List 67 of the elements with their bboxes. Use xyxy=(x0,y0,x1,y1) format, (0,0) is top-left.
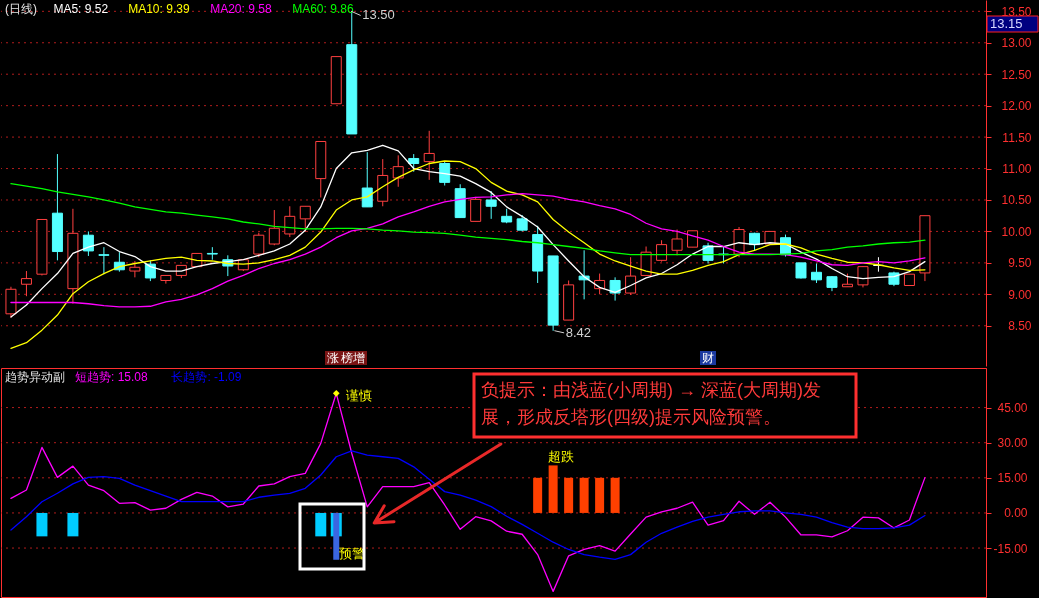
candlestick xyxy=(20,270,32,297)
bar xyxy=(548,465,558,513)
bar xyxy=(333,512,340,560)
candlestick xyxy=(82,230,94,257)
bar xyxy=(610,477,620,513)
candlestick xyxy=(578,249,590,300)
y-tick-label: 8.50 xyxy=(1008,319,1032,334)
chart-title: (日线) xyxy=(5,2,37,16)
y-tick-label: 9.50 xyxy=(1008,256,1032,271)
y-tick-label: 11.00 xyxy=(1002,162,1032,177)
annotation: 负提示：由浅蓝(小周期) → 深蓝(大周期)发展，形成反塔形(四级)提示风险预警。 xyxy=(481,380,821,427)
y-tick-label: 12.50 xyxy=(1001,67,1032,82)
candlestick xyxy=(470,196,482,222)
candlestick xyxy=(423,130,435,181)
y-tick-label: 13.00 xyxy=(1001,36,1032,51)
text: MA60: 9.86 xyxy=(292,2,354,16)
y-tick-label: 9.00 xyxy=(1008,287,1032,302)
text: 长趋势: -1.09 xyxy=(171,370,242,384)
y-tick-label: 11.50 xyxy=(1002,130,1032,145)
bar xyxy=(595,477,605,513)
annotation: 13.50 xyxy=(362,7,395,23)
bar xyxy=(67,512,79,537)
y-tick-label: 45.00 xyxy=(997,401,1028,416)
bar xyxy=(315,512,327,537)
candlestick xyxy=(299,205,311,233)
candlestick xyxy=(439,160,451,187)
candlestick xyxy=(253,232,265,258)
y-tick-label: -15.00 xyxy=(993,541,1028,556)
y-tick-label: 12.00 xyxy=(1001,99,1032,114)
candlestick xyxy=(640,246,652,276)
y-tick-label: 10.00 xyxy=(1001,224,1032,239)
candlestick xyxy=(392,154,404,188)
annotation: 财 xyxy=(702,351,714,365)
text: MA5: 9.52 xyxy=(53,2,109,16)
annotation: 榜增 xyxy=(341,351,365,365)
candlestick xyxy=(609,276,621,302)
text: MA10: 9.39 xyxy=(128,2,190,16)
candlestick xyxy=(98,246,110,275)
candlestick xyxy=(656,239,668,263)
candlestick xyxy=(671,229,683,256)
annotation: 超跌 xyxy=(547,449,574,465)
candlestick xyxy=(625,256,637,296)
bar xyxy=(36,512,48,537)
chart-title: 趋势异动副 xyxy=(5,370,65,384)
y-tick-label: 13.50 xyxy=(1001,4,1032,19)
bar xyxy=(564,477,574,513)
annotation: 涨 xyxy=(327,351,339,365)
text: MA20: 9.58 xyxy=(210,2,272,16)
candlestick xyxy=(361,151,373,208)
annotation: 8.42 xyxy=(565,324,592,340)
candlestick xyxy=(129,260,141,278)
y-tick-label: 0.00 xyxy=(1004,506,1028,521)
candlestick xyxy=(485,190,497,220)
y-tick-label: 15.00 xyxy=(997,471,1028,486)
line-series xyxy=(10,450,926,560)
bar xyxy=(579,477,589,513)
candlestick xyxy=(284,205,296,238)
text: 短趋势: 15.08 xyxy=(75,370,149,384)
y-tick-label: 30.00 xyxy=(997,436,1028,451)
bar xyxy=(533,477,543,513)
y-tick-label: 10.50 xyxy=(1001,193,1032,208)
candlestick xyxy=(268,209,280,246)
candlestick xyxy=(810,262,822,284)
annotation: 预警 xyxy=(338,545,365,561)
candlestick xyxy=(857,265,869,288)
annotation: 谨慎 xyxy=(345,388,372,404)
text: 13.15 xyxy=(990,16,1023,31)
